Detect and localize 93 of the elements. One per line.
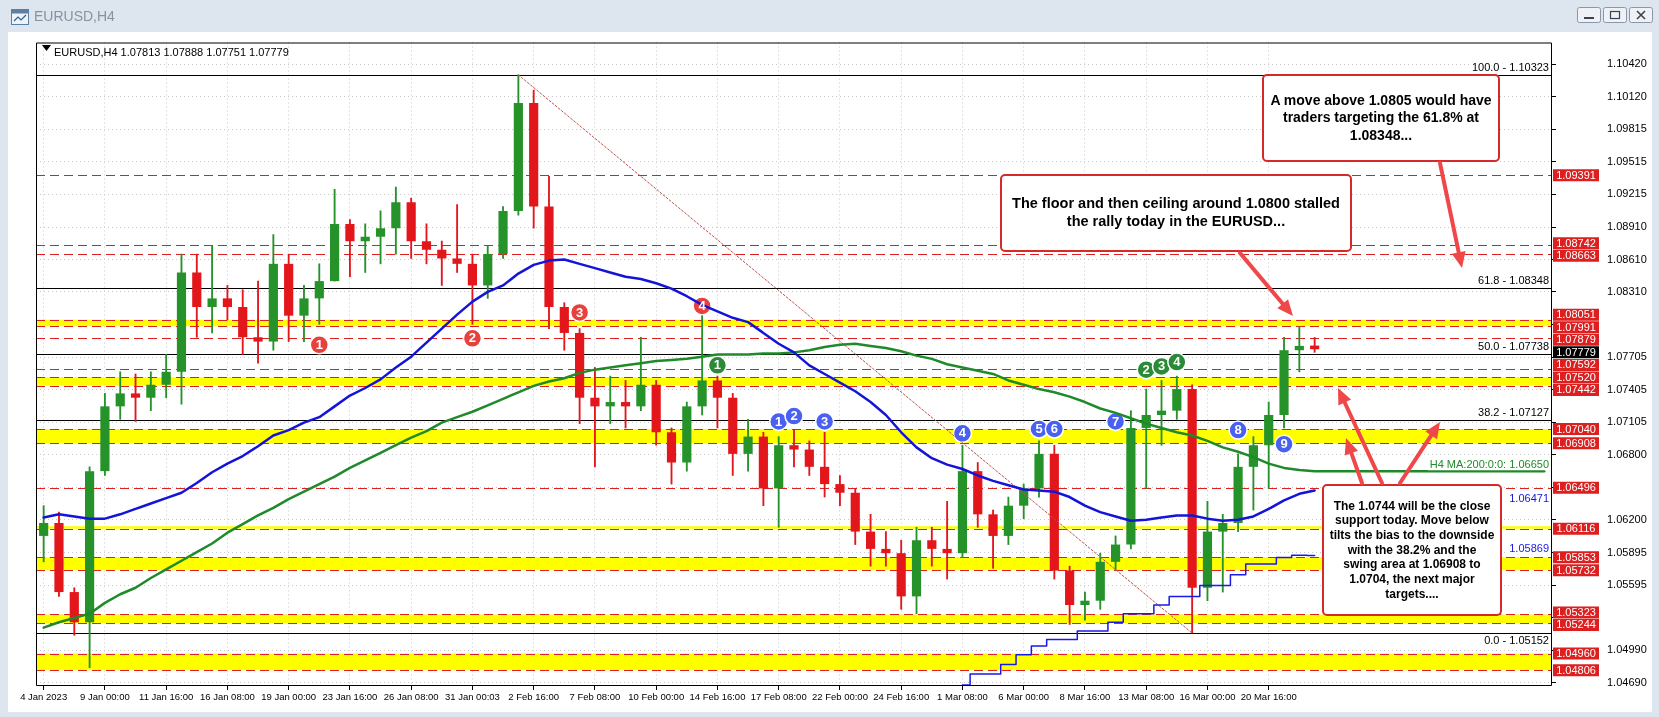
x-tick-label: 31 Jan 00:03 [444,691,500,703]
ref-line-label: 1.06116 [1556,522,1596,535]
x-tick-label: 19 Jan 00:00 [261,691,317,703]
ref-line-label: 1.06496 [1556,481,1596,494]
annotation: The floor and then ceiling around 1.0800 stalled the rally today in the EURUSD... [1011,195,1341,231]
x-tick-label: 13 Mar 08:00 [1118,691,1175,703]
text: 1.07779 [1556,345,1596,358]
y-tick-label: 1.09515 [1607,154,1647,167]
ref-line-label: 1.08742 [1556,236,1596,249]
ref-line-label: 1.04960 [1556,647,1596,660]
y-tick-label: 1.04990 [1607,643,1647,656]
annotation: 2 [468,330,477,346]
annotation: 3 [1157,358,1166,374]
annotation: 2 [790,408,798,424]
y-tick-label: 1.05595 [1607,578,1647,591]
candlestick [1294,326,1304,373]
y-tick-label: 1.10120 [1607,89,1647,102]
y-tick-label: 1.09215 [1607,187,1647,200]
candlestick [605,375,615,424]
ref-line-label: 1.07991 [1556,320,1596,333]
x-tick-label: 16 Mar 00:00 [1179,691,1236,703]
x-tick-label: 10 Feb 00:00 [628,691,685,703]
ref-line-label: 1.07879 [1556,333,1596,346]
x-tick-label: 26 Jan 08:00 [383,691,439,703]
ref-line-label: 1.07520 [1556,370,1596,383]
x-tick-label: 11 Jan 16:00 [139,691,194,703]
annotation: 3 [576,304,584,320]
y-tick-label: 1.08610 [1607,252,1647,265]
annotation: 0.0 - 1.05152 [1484,634,1549,647]
ref-line-label: 1.09391 [1556,168,1596,181]
y-tick-label: 1.08910 [1607,220,1647,233]
x-tick-label: 4 Jan 2023 [20,691,68,703]
annotation: 5 [1035,421,1043,437]
x-tick-label: 23 Jan 16:00 [322,691,378,703]
y-tick-label: 1.05895 [1607,545,1647,558]
x-tick-label: 17 Feb 08:00 [750,691,807,703]
x-tick-label: 1 Mar 08:00 [937,691,988,703]
x-tick-label: 16 Jan 08:00 [199,691,255,703]
y-tick-label: 1.09815 [1607,122,1647,135]
ref-line-label: 1.05244 [1556,618,1596,631]
ref-line-label: 1.05853 [1556,550,1596,563]
ref-line-label: 1.07442 [1556,383,1596,396]
chart-subtitle: EURUSD,H4 1.07813 1.07888 1.07751 1.07779 [54,45,289,58]
annotation: A move above 1.0805 would have traders targeting the 61.8% at 1.08348... [1269,92,1493,144]
x-tick-label: 20 Mar 16:00 [1240,691,1297,703]
annotation: 38.2 - 1.07127 [1478,406,1549,419]
annotation: 4 [1173,354,1182,370]
annotation: 100.0 - 1.10323 [1471,61,1549,74]
ref-line-label: 1.05323 [1556,605,1596,618]
x-tick-label: 7 Feb 08:00 [569,691,621,703]
x-tick-label: 14 Feb 16:00 [689,691,746,703]
y-tick-label: 1.08310 [1607,284,1647,297]
ref-line-label: 1.04806 [1556,663,1596,676]
annotation: 50.0 - 1.07738 [1478,340,1549,353]
candlestick [1218,514,1228,593]
annotation: 7 [1111,413,1120,429]
annotation: The 1.0744 will be the close support today. Move below tilts the bias to the downside with the 38.2% and the swing area at 1.06908 to 1.0704, the next major targets.... [1329,498,1495,602]
y-tick-label: 1.07105 [1607,415,1647,428]
annotation: H4 MA:200:0:0: 1.06650 [1429,457,1549,470]
ref-line-label: 1.07592 [1556,358,1596,371]
x-tick-label: 22 Feb 00:00 [811,691,868,703]
y-tick-label: 1.10420 [1607,57,1647,70]
x-tick-label: 9 Jan 00:00 [80,691,130,703]
chart-title: EURUSD,H4 [34,8,115,24]
annotation: 3 [821,413,829,429]
x-tick-label: 8 Mar 16:00 [1059,691,1111,703]
annotation: 9 [1280,436,1288,452]
y-tick-label: 1.06200 [1607,512,1647,525]
annotation: 1 [713,357,722,373]
x-tick-label: 24 Feb 16:00 [873,691,930,703]
ref-line-label: 1.05732 [1556,563,1596,576]
annotation: 1.05869 [1509,542,1549,554]
annotation: 1 [775,413,783,429]
x-tick-label: 6 Mar 00:00 [998,691,1050,703]
y-tick-label: 1.06800 [1607,447,1647,460]
y-tick-label: 1.04690 [1607,675,1647,688]
annotation: 4 [958,425,967,441]
annotation: 1.06471 [1509,492,1549,504]
ref-line-label: 1.06908 [1556,436,1596,449]
y-tick-label: 1.07705 [1607,350,1647,363]
candlestick [207,245,217,334]
y-tick-label: 1.07405 [1607,382,1647,395]
annotation: 6 [1050,421,1058,437]
annotation: 8 [1234,422,1242,438]
annotation: 1 [315,336,323,352]
x-tick-label: 2 Feb 16:00 [508,691,560,703]
ref-line-label: 1.07040 [1556,422,1596,435]
ref-line-label: 1.08051 [1556,308,1596,321]
annotation: 2 [1142,361,1150,377]
candlestick [360,223,370,273]
candlestick [1080,591,1090,621]
annotation: 61.8 - 1.08348 [1478,274,1549,287]
ref-line-label: 1.08663 [1556,249,1596,262]
